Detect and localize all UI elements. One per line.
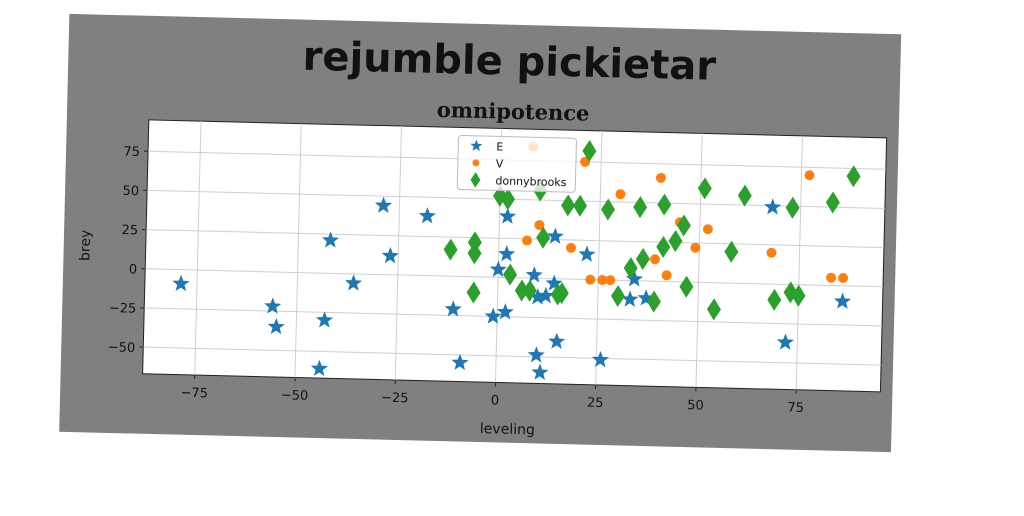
y-tick-label: −25 [109,301,137,317]
legend-label-e: E [496,140,503,153]
y-tick-label: 0 [129,262,138,277]
x-tick-label: 75 [787,401,804,416]
x-tick-label: 50 [687,398,704,413]
x-tick-label: −25 [381,391,409,407]
x-tick-label: 25 [587,396,604,411]
y-tick-label: 75 [123,145,140,160]
x-tick-label: 0 [491,393,500,408]
legend-label-v: V [496,157,504,170]
y-tick-label: 25 [121,223,138,238]
chart-title: omnipotence [437,97,590,126]
legend-label-donnybrooks: donnybrooks [495,174,567,189]
x-axis-label: leveling [480,421,535,438]
y-axis-label: brey [77,230,94,262]
x-tick-label: −75 [180,386,208,402]
x-tick-label: −50 [281,388,309,404]
y-tick-label: 50 [122,184,139,199]
y-tick-label: −50 [108,340,136,356]
